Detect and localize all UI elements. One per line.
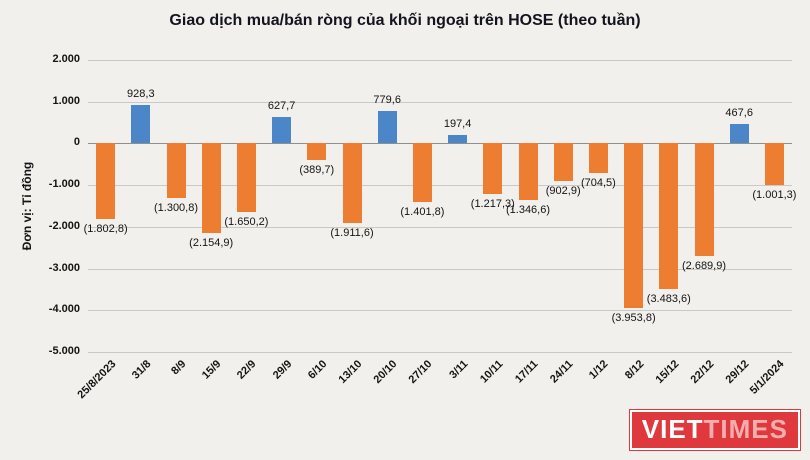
y-tick-label: 0 [73,136,80,149]
bar-25-8-2023 [96,143,116,219]
bar-value-label: 928,3 [127,87,155,100]
bar-value-label: (1.911,6) [330,227,374,240]
bar-value-label: (2.689,9) [681,259,727,272]
bar-27-10 [412,143,432,202]
bar-value-label: (1.001,3) [752,189,797,202]
bar-value-label: (1.802,8) [83,222,128,235]
bar-value-label: (1.401,8) [400,205,445,218]
bar-13-10 [342,143,362,224]
bar-29-9 [272,117,292,144]
y-tick-label: -5.000 [48,345,80,357]
bar-1-12 [588,143,608,173]
bar-value-label: (3.953,8) [611,312,656,325]
gridline [88,185,792,187]
gridline [88,60,792,61]
gridline [88,310,792,312]
logo-text-times: TIMES [703,414,788,444]
y-tick-label: -2.000 [48,219,80,232]
chart-title: Giao dịch mua/bán ròng của khối ngoại tr… [169,12,641,29]
bar-17-11 [518,143,538,200]
bar-22-12 [694,143,714,256]
bar-value-label: 467,6 [725,106,753,119]
bar-value-label: 627,7 [267,100,296,113]
bar-value-label: (2.154,9) [189,237,234,250]
bar-value-label: (902,9) [545,185,581,198]
bar-value-label: (1.346,6) [505,203,551,216]
y-tick-label: -4.000 [48,303,80,316]
bar-value-label: (1.217,3) [470,198,515,211]
bar-15-12 [659,143,679,289]
gridline [88,226,792,228]
logo-text-viet: VIET [641,414,704,444]
bar-3-11 [448,135,468,144]
y-tick-label: -1.000 [48,178,80,191]
bar-22-9 [236,143,256,213]
bar-20-10 [377,110,397,144]
bar-value-label: 779,6 [373,93,401,106]
bar-value-label: (704,5) [580,176,616,189]
gridline [88,268,792,270]
bar-15-9 [201,143,221,234]
bar-value-label: (1.650,2) [224,216,269,229]
bar-8-12 [624,143,644,309]
bar-6-10 [307,143,327,160]
bar-24-11 [553,143,573,182]
zero-axis-line [88,143,792,145]
bar-value-label: 197,4 [443,118,472,131]
viettimes-logo: VIETTIMES [628,409,802,451]
bar-31-8 [131,104,151,144]
gridline [88,101,792,103]
bar-value-label: (3.483,6) [646,292,691,305]
y-tick-label: -3.000 [48,261,80,274]
gridline [88,352,792,353]
y-tick-label: 2.000 [52,53,80,65]
bar-value-label: (1.300,8) [153,201,199,214]
bar-value-label: (389,7) [299,163,335,176]
bar-5-1-2024 [764,143,784,186]
bar-8-9 [166,143,186,198]
bar-29-12 [729,123,749,144]
bar-10-11 [483,143,503,195]
y-tick-label: 1.000 [52,94,80,107]
